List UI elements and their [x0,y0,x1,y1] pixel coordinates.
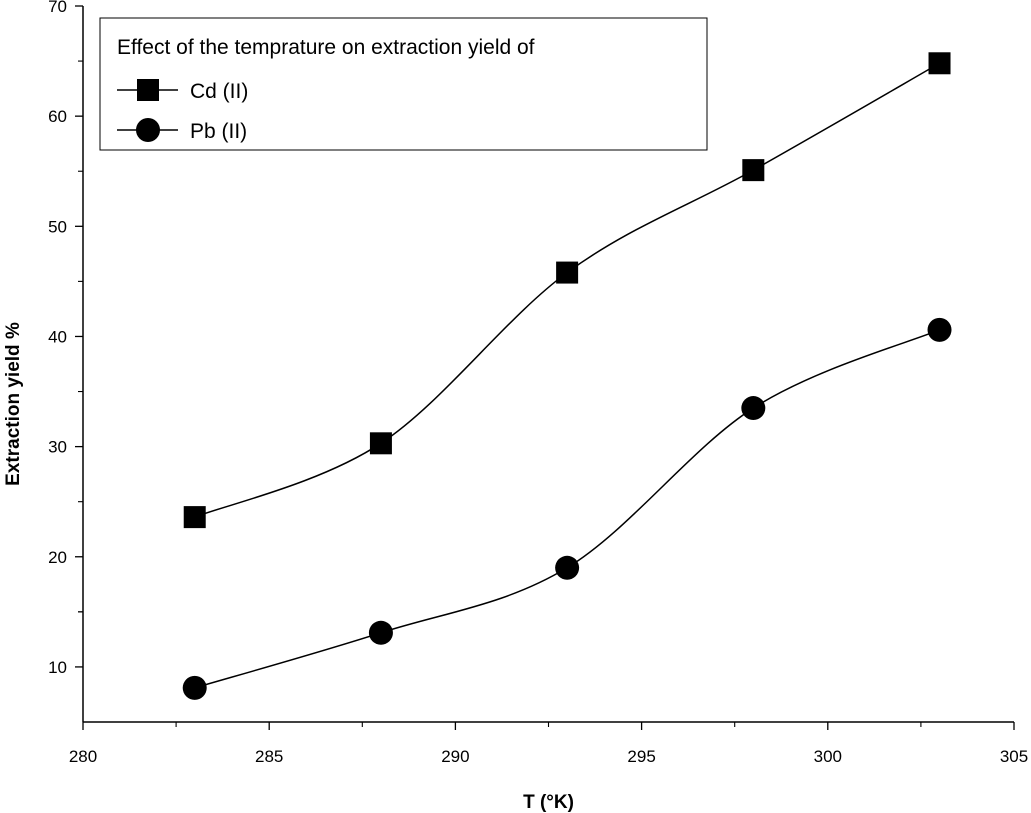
series-cd [183,52,951,529]
series-pb [182,317,952,700]
legend-label: Pb (II) [190,120,247,143]
data-point-square [742,159,765,182]
y-tick-label: 60 [48,107,67,126]
y-tick-label: 20 [48,548,67,567]
y-tick-label: 40 [48,327,67,346]
x-tick-label: 295 [627,747,655,766]
data-point-circle [927,317,952,342]
y-tick-label: 10 [48,658,67,677]
data-point-square [369,432,392,455]
legend-item-cd: Cd (II) [117,79,248,103]
data-point-circle [741,396,766,421]
y-axis-title: Extraction yield % [3,322,24,486]
data-point-circle [555,555,580,580]
data-point-square [928,52,951,75]
legend-marker-square [137,79,159,101]
y-tick-label: 50 [48,217,67,236]
y-tick-label: 70 [48,0,67,16]
x-tick-label: 300 [814,747,842,766]
plot-series [182,52,952,700]
legend-box [99,17,708,151]
series-line [194,329,940,689]
x-axis-title: T (°K) [523,792,574,813]
x-tick-label: 285 [255,747,283,766]
x-tick-label: 290 [441,747,469,766]
legend: Effect of the temprature on extraction y… [99,17,708,151]
legend-item-pb: Pb (II) [117,118,247,143]
x-tick-label: 280 [69,747,97,766]
data-point-square [556,261,579,284]
data-point-square [183,506,206,529]
legend-label: Cd (II) [190,80,248,103]
legend-marker-circle [136,118,160,142]
axes: 280 285 290 295 300 305 10 20 30 40 50 60 70 [48,0,1028,766]
data-point-circle [182,675,207,700]
legend-title: Effect of the temprature on extraction y… [117,36,535,59]
x-tick-label: 305 [1000,747,1028,766]
y-tick-label: 30 [48,438,67,457]
data-point-circle [368,620,393,645]
